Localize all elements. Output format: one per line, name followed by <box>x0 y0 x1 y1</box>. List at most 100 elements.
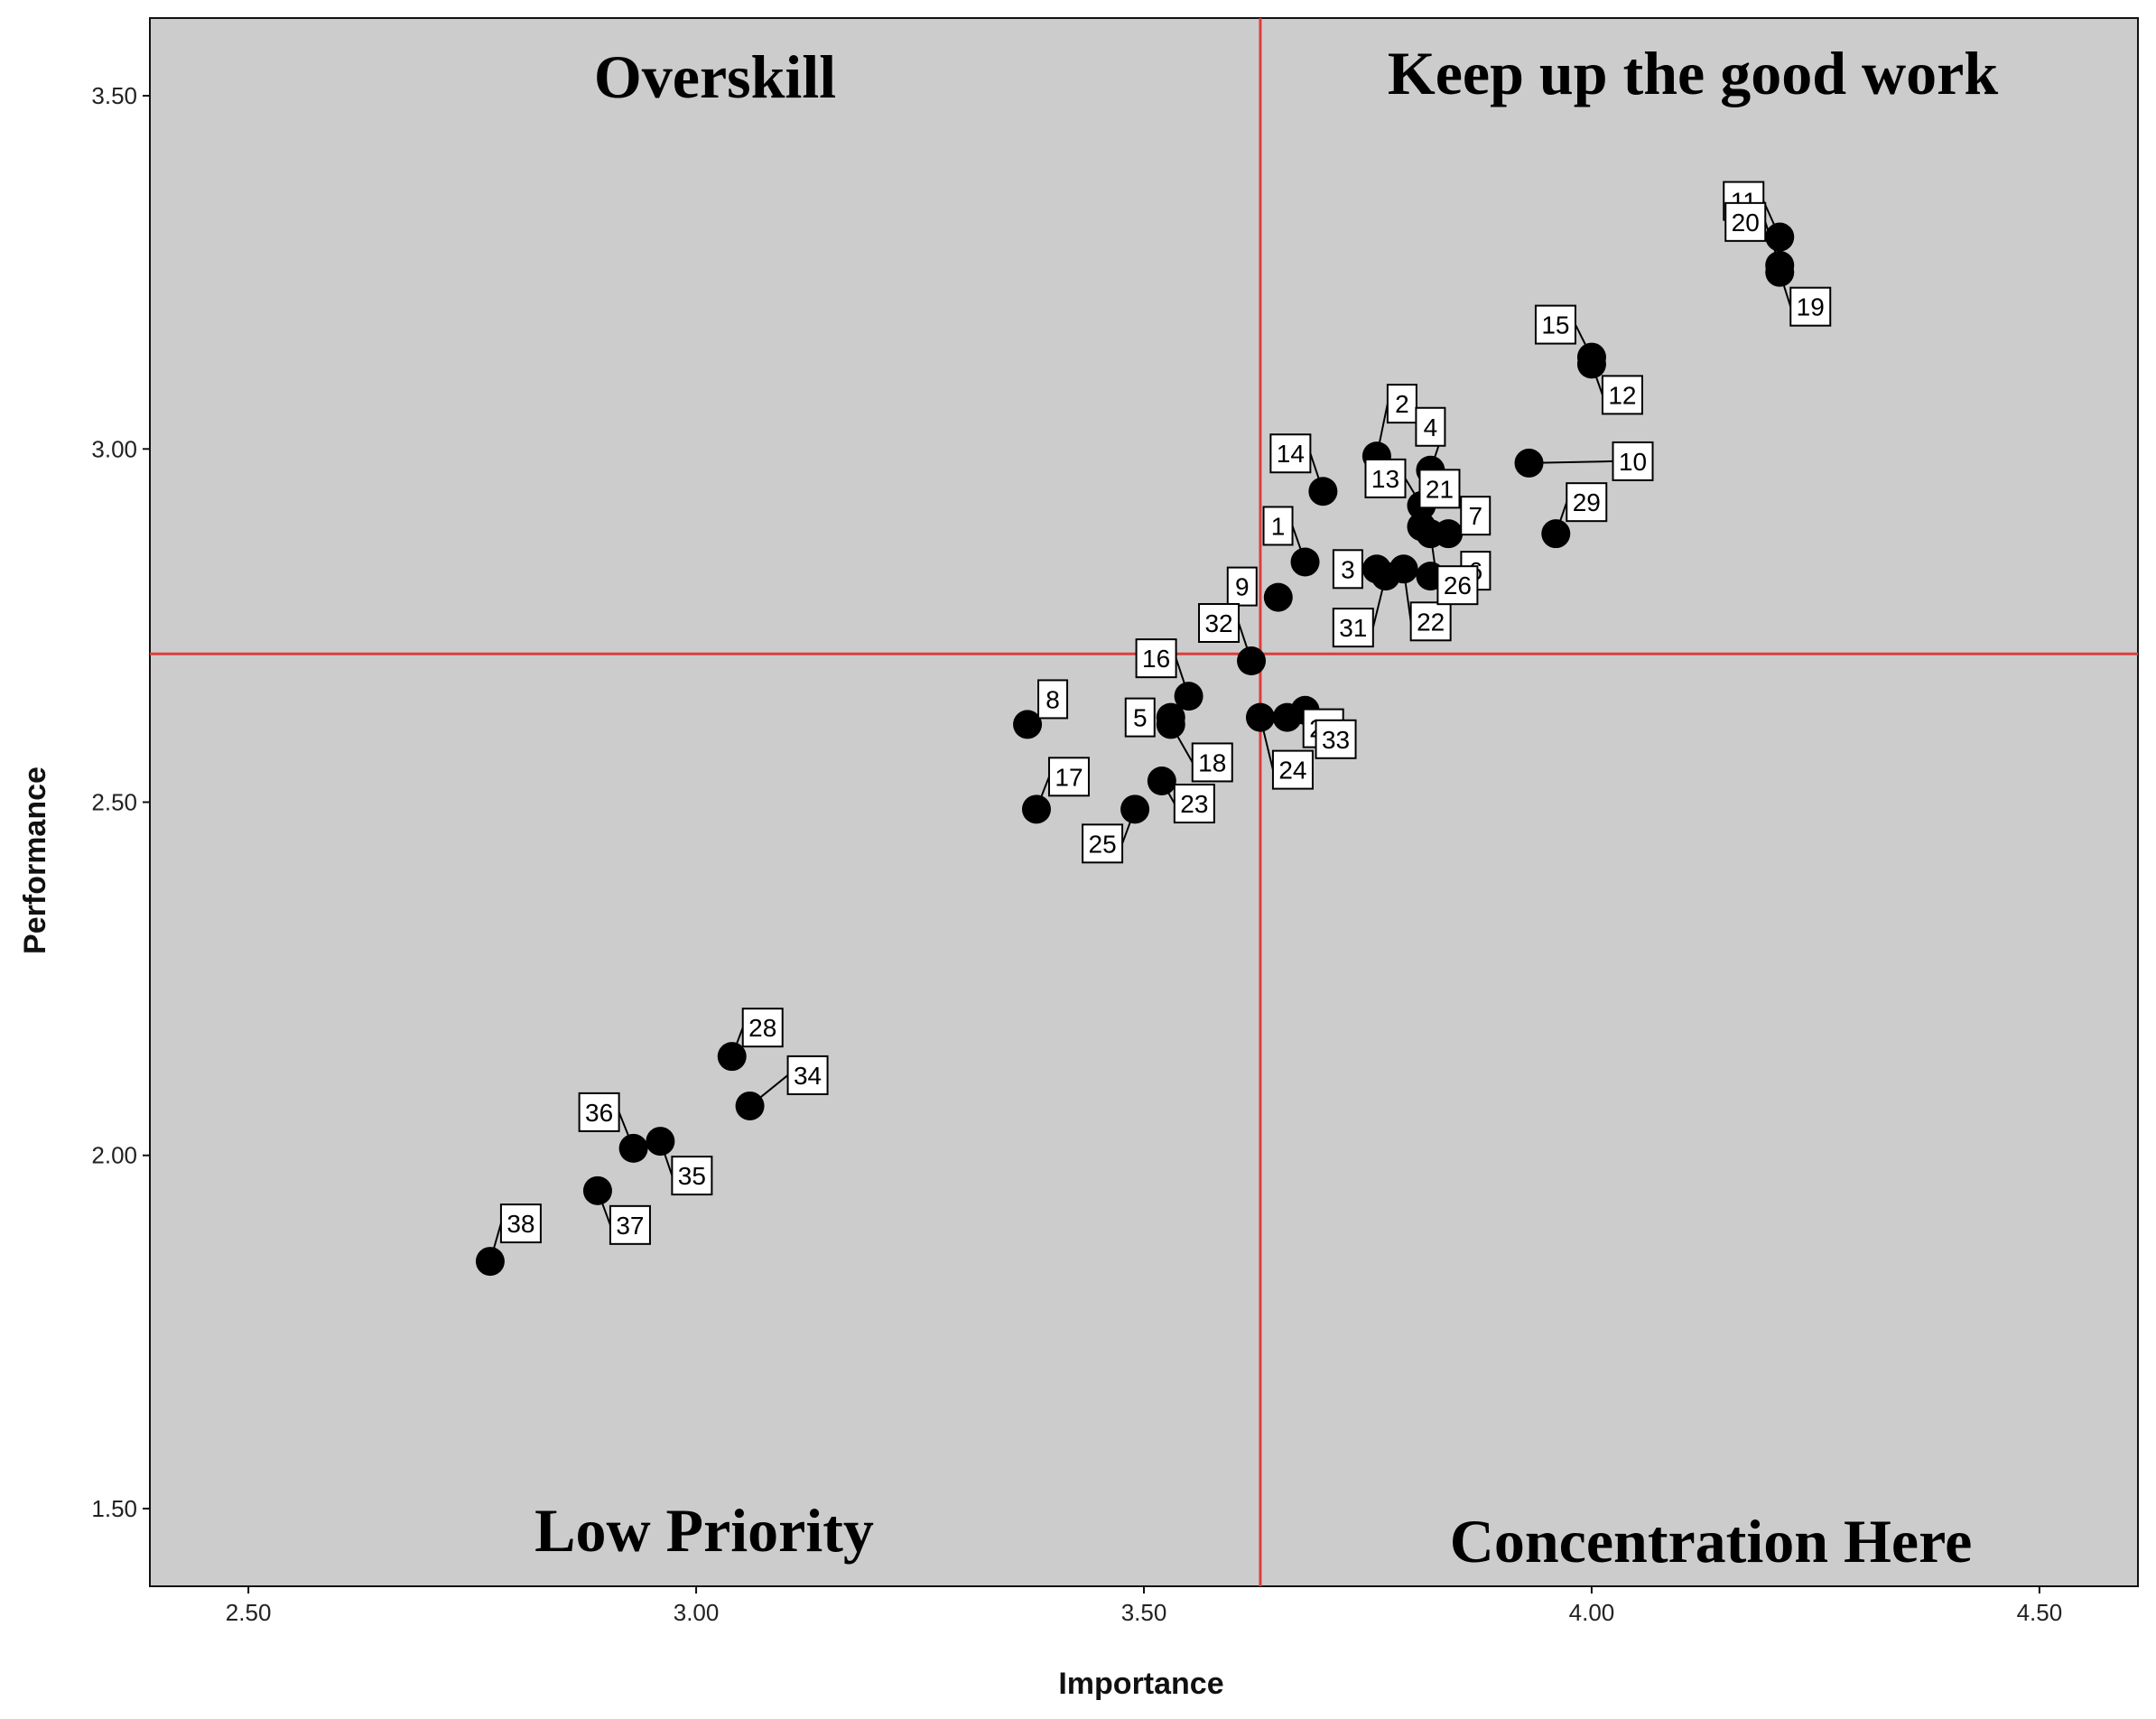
quadrant-label-overskill: Overskill <box>594 42 836 111</box>
y-tick-label: 3.00 <box>91 435 137 462</box>
point-label-text: 25 <box>1089 830 1117 858</box>
x-tick-label: 4.50 <box>2017 1599 2063 1626</box>
point-label-box <box>1534 304 1576 345</box>
point-label-text: 1 <box>1271 512 1286 540</box>
x-axis-title: Importance <box>1058 1667 1223 1701</box>
point-label-text: 38 <box>506 1210 534 1238</box>
x-tick-label: 3.00 <box>674 1599 720 1626</box>
data-point <box>1120 794 1150 824</box>
point-label-box <box>1364 458 1407 498</box>
y-tick-label: 3.50 <box>91 82 137 109</box>
point-label-box <box>1332 608 1374 648</box>
point-label-text: 2 <box>1395 390 1409 418</box>
data-point <box>475 1247 505 1277</box>
point-label: 15 <box>1534 304 1576 345</box>
point-label: 10 <box>1612 441 1654 481</box>
point-label-box <box>1415 406 1446 447</box>
point-label-text: 21 <box>1426 475 1454 503</box>
point-label-text: 4 <box>1424 413 1438 441</box>
point-label-text: 17 <box>1055 763 1083 791</box>
data-point <box>1765 250 1795 280</box>
point-label: 7 <box>1460 496 1492 536</box>
point-label-box <box>1226 566 1258 607</box>
point-label-text: 14 <box>1277 440 1305 468</box>
point-label-text: 19 <box>1797 293 1825 321</box>
point-label: 29 <box>1566 482 1608 523</box>
point-label-text: 12 <box>1608 381 1636 409</box>
data-point <box>1013 710 1043 739</box>
point-label: 22 <box>1409 601 1452 642</box>
point-label-text: 10 <box>1619 448 1647 476</box>
data-point <box>1541 519 1571 549</box>
axis-ticks: 2.50 3.00 3.50 4.00 4.50 1.50 2.00 2.50 3.00 3.50 <box>91 82 2062 1626</box>
point-label-text: 23 <box>1180 790 1208 818</box>
point-label: 33 <box>1315 719 1357 759</box>
point-label: 8 <box>1037 679 1069 720</box>
point-label: 20 <box>1724 201 1767 242</box>
point-label: 17 <box>1047 757 1090 797</box>
point-label-box <box>609 1204 651 1245</box>
point-label: 23 <box>1173 784 1215 824</box>
point-label-text: 35 <box>678 1162 706 1190</box>
point-label-box <box>1315 719 1357 759</box>
data-point <box>1514 448 1544 478</box>
point-label-text: 29 <box>1573 488 1601 516</box>
x-tick-label: 2.50 <box>226 1599 272 1626</box>
point-label-box <box>1789 286 1832 327</box>
data-point <box>1245 702 1275 732</box>
point-label: 13 <box>1364 458 1407 498</box>
point-label-text: 33 <box>1322 726 1350 754</box>
x-tick-label: 4.00 <box>1569 1599 1615 1626</box>
y-tick-label: 2.00 <box>91 1142 137 1169</box>
point-label: 38 <box>499 1203 542 1244</box>
point-label: 18 <box>1191 742 1233 783</box>
point-label: 5 <box>1124 697 1156 738</box>
point-label-box <box>671 1156 713 1196</box>
point-label-box <box>1460 496 1492 536</box>
point-label: 32 <box>1198 603 1241 644</box>
point-label: 31 <box>1332 608 1374 648</box>
point-label-box <box>1566 482 1608 523</box>
point-label-box <box>1409 601 1452 642</box>
point-label-text: 15 <box>1541 311 1569 339</box>
point-label-box <box>1601 375 1643 415</box>
point-label-box <box>786 1055 829 1095</box>
point-label-box <box>1173 784 1215 824</box>
data-point <box>646 1127 675 1157</box>
point-label-text: 31 <box>1339 614 1367 642</box>
data-point <box>1237 646 1267 676</box>
point-label-text: 26 <box>1444 571 1472 599</box>
y-tick-label: 2.50 <box>91 789 137 816</box>
point-label-text: 24 <box>1278 757 1306 785</box>
point-label: 14 <box>1269 433 1312 474</box>
quadrant-label-low-priority: Low Priority <box>534 1496 874 1565</box>
point-label: 4 <box>1415 406 1446 447</box>
data-point <box>735 1091 765 1120</box>
x-tick-label: 3.50 <box>1121 1599 1167 1626</box>
point-label: 24 <box>1271 749 1314 790</box>
point-label-box <box>1135 638 1177 679</box>
point-label-box <box>1386 384 1417 424</box>
point-label-box <box>741 1008 784 1048</box>
point-label: 36 <box>578 1092 620 1132</box>
data-point <box>1308 477 1338 506</box>
data-point <box>1263 582 1293 612</box>
data-point <box>1416 519 1445 549</box>
point-label-box <box>499 1203 542 1244</box>
point-label-text: 28 <box>748 1014 776 1042</box>
point-label-box <box>1037 679 1069 720</box>
point-label-box <box>1082 823 1124 864</box>
quadrant-label-keep-up: Keep up the good work <box>1388 39 1998 107</box>
point-label-text: 3 <box>1341 555 1355 583</box>
point-label: 2 <box>1386 384 1417 424</box>
data-point <box>582 1175 612 1205</box>
point-label-box <box>1124 697 1156 738</box>
point-label-text: 5 <box>1133 704 1148 732</box>
point-label: 25 <box>1082 823 1124 864</box>
point-label: 16 <box>1135 638 1177 679</box>
point-label-box <box>578 1092 620 1132</box>
data-point <box>717 1042 747 1072</box>
point-label-text: 20 <box>1732 209 1760 237</box>
data-point <box>1290 547 1320 577</box>
